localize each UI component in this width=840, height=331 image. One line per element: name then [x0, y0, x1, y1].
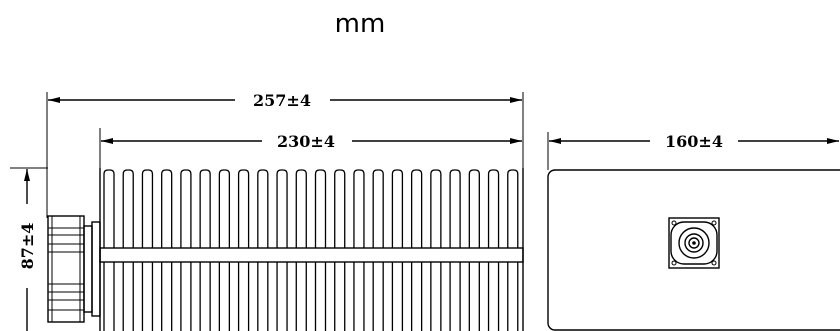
overall-length-dimension: 257±4 [46, 91, 524, 218]
flange-hole [671, 260, 677, 266]
heat-sink-fins [99, 168, 524, 331]
fin-lower [391, 262, 404, 331]
fin-lower [314, 262, 327, 331]
fin-upper [391, 169, 404, 248]
fin-lower [122, 262, 134, 331]
fin-upper [372, 169, 384, 248]
connector-flange [91, 221, 101, 317]
fin-upper [237, 169, 250, 248]
overall-length-label: 257±4 [253, 91, 311, 110]
depth-label: 160±4 [665, 132, 723, 151]
body-length-label: 230±4 [277, 132, 335, 151]
fin-upper [468, 169, 480, 248]
fin-upper [103, 169, 115, 248]
fin-upper [410, 169, 423, 248]
fin-upper [276, 169, 288, 248]
fin-upper [449, 169, 461, 248]
fin-upper [161, 169, 173, 248]
fin-lower [237, 262, 250, 331]
connector-ring-inner [688, 237, 700, 249]
end-view [547, 169, 840, 331]
fin-lower [276, 262, 288, 331]
fin-upper [141, 169, 154, 248]
fin-lower [257, 262, 269, 331]
fin-lower [295, 262, 307, 331]
fin-upper [180, 169, 192, 248]
fin-upper [334, 169, 346, 248]
body-length-dimension: 230±4 [99, 128, 522, 170]
fin-lower [199, 262, 211, 331]
heat-sink-core [99, 247, 524, 263]
fin-lower [353, 262, 365, 331]
fin-upper [314, 169, 327, 248]
connector-collar [83, 225, 93, 313]
fin-lower [218, 262, 231, 331]
fin-lower [372, 262, 384, 331]
fin-lower [430, 262, 442, 331]
fin-upper [295, 169, 307, 248]
height-label: 87±4 [18, 223, 37, 270]
depth-dimension: 160±4 [547, 132, 839, 170]
fin-upper [122, 169, 134, 248]
center-pin [692, 241, 696, 245]
connector-flange-square [668, 217, 720, 269]
fin-lower [468, 262, 480, 331]
fin-upper [353, 169, 365, 248]
fin-upper [218, 169, 231, 248]
connector-ring-middle [684, 233, 704, 253]
fin-upper [257, 169, 269, 248]
connector-body [670, 221, 718, 265]
fin-lower [141, 262, 154, 331]
connector-ring-outer [678, 227, 710, 259]
fin-upper [430, 169, 442, 248]
fin-lower [507, 262, 519, 331]
connector-nut [47, 215, 85, 323]
fin-lower [103, 262, 115, 331]
fin-lower [334, 262, 346, 331]
flange-hole [711, 260, 717, 266]
fin-upper [487, 169, 500, 248]
fin-lower [161, 262, 173, 331]
fin-lower [410, 262, 423, 331]
height-dimension: 87±4 [10, 167, 48, 331]
flange-hole [671, 220, 677, 226]
fin-lower [180, 262, 192, 331]
end-face-outline [547, 169, 840, 331]
unit-label: mm [335, 9, 386, 39]
fin-lower [449, 262, 461, 331]
fin-upper [199, 169, 211, 248]
fin-upper [507, 169, 519, 248]
flange-hole [711, 220, 717, 226]
fin-lower [487, 262, 500, 331]
n-connector-side [47, 215, 101, 323]
